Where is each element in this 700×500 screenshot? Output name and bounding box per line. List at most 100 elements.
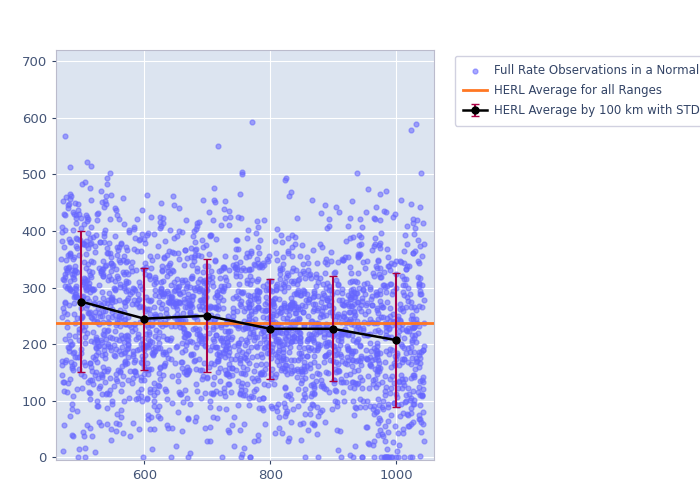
Full Rate Observations in a Normal Point [92, 358, 103, 366]
Full Rate Observations in a Normal Point [71, 268, 83, 276]
Full Rate Observations in a Normal Point [244, 402, 255, 409]
Full Rate Observations in a Normal Point [128, 244, 139, 252]
Full Rate Observations in a Normal Point [292, 373, 303, 381]
Full Rate Observations in a Normal Point [357, 286, 368, 294]
Full Rate Observations in a Normal Point [181, 370, 193, 378]
Full Rate Observations in a Normal Point [119, 360, 130, 368]
Full Rate Observations in a Normal Point [174, 204, 185, 212]
Full Rate Observations in a Normal Point [244, 329, 256, 337]
Full Rate Observations in a Normal Point [248, 367, 259, 375]
Full Rate Observations in a Normal Point [385, 266, 396, 274]
Full Rate Observations in a Normal Point [57, 357, 68, 365]
Full Rate Observations in a Normal Point [363, 372, 374, 380]
Full Rate Observations in a Normal Point [346, 292, 358, 300]
Full Rate Observations in a Normal Point [92, 397, 103, 405]
Full Rate Observations in a Normal Point [193, 302, 204, 310]
Full Rate Observations in a Normal Point [286, 230, 297, 238]
Full Rate Observations in a Normal Point [242, 226, 253, 234]
Full Rate Observations in a Normal Point [382, 282, 393, 290]
Full Rate Observations in a Normal Point [183, 296, 195, 304]
Full Rate Observations in a Normal Point [381, 347, 392, 355]
Full Rate Observations in a Normal Point [353, 356, 364, 364]
Full Rate Observations in a Normal Point [96, 336, 107, 344]
Full Rate Observations in a Normal Point [210, 294, 221, 302]
Full Rate Observations in a Normal Point [195, 252, 206, 260]
Full Rate Observations in a Normal Point [379, 320, 390, 328]
Full Rate Observations in a Normal Point [64, 263, 75, 271]
Full Rate Observations in a Normal Point [323, 350, 334, 358]
Full Rate Observations in a Normal Point [368, 242, 379, 250]
Full Rate Observations in a Normal Point [236, 450, 247, 458]
Full Rate Observations in a Normal Point [62, 252, 74, 260]
Full Rate Observations in a Normal Point [332, 336, 343, 344]
Full Rate Observations in a Normal Point [99, 378, 110, 386]
Full Rate Observations in a Normal Point [192, 266, 203, 274]
Full Rate Observations in a Normal Point [384, 345, 395, 353]
Full Rate Observations in a Normal Point [148, 280, 160, 288]
Full Rate Observations in a Normal Point [259, 420, 270, 428]
Full Rate Observations in a Normal Point [315, 376, 326, 384]
Full Rate Observations in a Normal Point [160, 350, 172, 358]
Full Rate Observations in a Normal Point [200, 293, 211, 301]
Full Rate Observations in a Normal Point [361, 331, 372, 339]
Full Rate Observations in a Normal Point [341, 319, 352, 327]
Full Rate Observations in a Normal Point [336, 300, 347, 308]
Full Rate Observations in a Normal Point [386, 280, 397, 288]
Full Rate Observations in a Normal Point [293, 356, 304, 364]
Full Rate Observations in a Normal Point [113, 215, 125, 223]
Full Rate Observations in a Normal Point [402, 422, 414, 430]
Full Rate Observations in a Normal Point [260, 338, 272, 346]
Full Rate Observations in a Normal Point [114, 322, 125, 330]
Full Rate Observations in a Normal Point [398, 425, 409, 433]
Full Rate Observations in a Normal Point [357, 324, 368, 332]
Full Rate Observations in a Normal Point [203, 250, 214, 258]
Full Rate Observations in a Normal Point [187, 296, 198, 304]
Full Rate Observations in a Normal Point [245, 249, 256, 257]
Full Rate Observations in a Normal Point [97, 266, 108, 274]
Full Rate Observations in a Normal Point [247, 394, 258, 402]
Full Rate Observations in a Normal Point [113, 312, 125, 320]
Full Rate Observations in a Normal Point [274, 266, 285, 274]
Full Rate Observations in a Normal Point [297, 308, 308, 316]
Full Rate Observations in a Normal Point [83, 283, 94, 291]
Full Rate Observations in a Normal Point [74, 326, 85, 334]
Full Rate Observations in a Normal Point [211, 343, 223, 351]
Full Rate Observations in a Normal Point [195, 332, 206, 340]
Full Rate Observations in a Normal Point [100, 192, 111, 200]
Full Rate Observations in a Normal Point [176, 358, 188, 366]
Full Rate Observations in a Normal Point [113, 296, 125, 304]
Full Rate Observations in a Normal Point [257, 258, 268, 266]
Full Rate Observations in a Normal Point [101, 200, 112, 208]
Full Rate Observations in a Normal Point [327, 312, 338, 320]
Full Rate Observations in a Normal Point [349, 402, 360, 410]
Full Rate Observations in a Normal Point [77, 278, 88, 286]
Full Rate Observations in a Normal Point [401, 410, 412, 418]
Full Rate Observations in a Normal Point [181, 303, 193, 311]
Full Rate Observations in a Normal Point [64, 250, 76, 258]
Full Rate Observations in a Normal Point [236, 214, 247, 222]
Full Rate Observations in a Normal Point [339, 300, 350, 308]
Full Rate Observations in a Normal Point [253, 288, 265, 296]
Full Rate Observations in a Normal Point [277, 314, 288, 322]
Full Rate Observations in a Normal Point [414, 414, 425, 422]
Full Rate Observations in a Normal Point [71, 214, 82, 222]
Full Rate Observations in a Normal Point [302, 362, 313, 370]
Full Rate Observations in a Normal Point [298, 268, 309, 276]
Full Rate Observations in a Normal Point [232, 236, 243, 244]
Full Rate Observations in a Normal Point [69, 352, 80, 360]
Full Rate Observations in a Normal Point [204, 231, 216, 239]
Full Rate Observations in a Normal Point [342, 356, 354, 364]
Full Rate Observations in a Normal Point [265, 370, 276, 378]
Full Rate Observations in a Normal Point [278, 253, 289, 261]
Full Rate Observations in a Normal Point [330, 358, 342, 366]
Full Rate Observations in a Normal Point [211, 331, 222, 339]
Full Rate Observations in a Normal Point [147, 320, 158, 328]
Full Rate Observations in a Normal Point [60, 273, 71, 281]
Full Rate Observations in a Normal Point [85, 338, 97, 345]
Full Rate Observations in a Normal Point [197, 243, 209, 251]
Full Rate Observations in a Normal Point [379, 358, 391, 366]
Full Rate Observations in a Normal Point [68, 392, 79, 400]
Full Rate Observations in a Normal Point [385, 259, 396, 267]
Full Rate Observations in a Normal Point [146, 413, 157, 421]
Full Rate Observations in a Normal Point [252, 277, 263, 285]
